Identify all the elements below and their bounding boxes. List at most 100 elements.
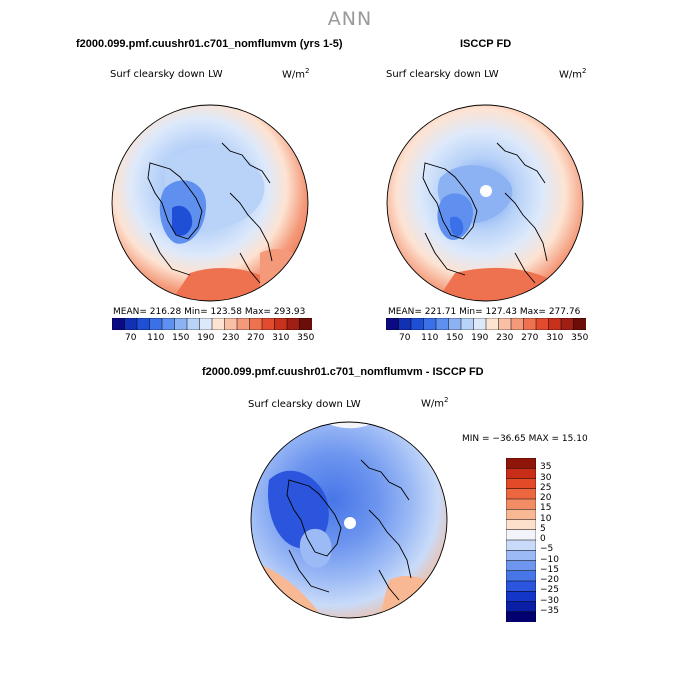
panel-2-colorbar-box bbox=[460, 318, 475, 330]
panel-2-colorbar-tick: 310 bbox=[546, 333, 564, 343]
panel-2-units: W/m2 bbox=[559, 67, 587, 81]
panel-1-coastlines bbox=[147, 142, 273, 284]
panel-1-colorbar-tick: 270 bbox=[247, 333, 265, 343]
panel-2-colorbar-box bbox=[510, 318, 525, 330]
panel-2-colorbar-box bbox=[573, 318, 586, 330]
panel-2-coastlines bbox=[422, 142, 548, 284]
panel-2-colorbar-box bbox=[560, 318, 575, 330]
panel-2-map bbox=[386, 104, 584, 302]
panel-3-colorbar-box bbox=[506, 529, 536, 541]
panel-2-colorbar-ticks: 70 110 150 190 230 270 310 350 bbox=[386, 333, 589, 345]
panel-1-map bbox=[111, 104, 309, 302]
panel-2-colorbar-box bbox=[398, 318, 412, 330]
panel-1-colorbar-box bbox=[249, 318, 263, 330]
panel-3-title: f2000.099.pmf.cuushr01.c701_nomflumvm - … bbox=[202, 366, 484, 378]
panel-3-boundary bbox=[250, 421, 448, 619]
panel-2-colorbar-box bbox=[423, 318, 437, 330]
panel-3-variable-label: Surf clearsky down LW bbox=[248, 399, 361, 410]
panel-2-colorbar-tick: 230 bbox=[496, 333, 514, 343]
panel-1-colorbar-box bbox=[274, 318, 288, 330]
panel-1-colorbar-ticks: 70 110 150 190 230 270 310 350 bbox=[112, 333, 315, 345]
panel-1-stats: MEAN= 216.28 Min= 123.58 Max= 293.93 bbox=[113, 307, 306, 317]
panel-1-colorbar-box bbox=[174, 318, 188, 330]
panel-3-colorbar-box bbox=[506, 560, 536, 572]
panel-2-colorbar-box bbox=[498, 318, 512, 330]
panel-1-colorbar-box bbox=[224, 318, 238, 330]
panel-2-colorbar-box bbox=[410, 318, 425, 330]
panel-3-colorbar-tick: −15 bbox=[540, 564, 559, 575]
panel-2-colorbar-box bbox=[435, 318, 450, 330]
panel-2-coldest-core bbox=[449, 216, 464, 237]
panel-1-colorbar-box bbox=[124, 318, 138, 330]
panel-3-colorbar-tick: −30 bbox=[540, 595, 559, 606]
panel-3-colorbar-tick: 10 bbox=[540, 513, 552, 524]
panel-3-colorbar-box bbox=[506, 570, 536, 582]
panel-1-colorbar-tick: 70 bbox=[125, 333, 137, 343]
panel-3-colorbar-box bbox=[506, 550, 536, 562]
panel-2-colorbar-box bbox=[485, 318, 500, 330]
panel-1-colorbar-box bbox=[136, 318, 151, 330]
panel-3-colorbar-box bbox=[506, 601, 536, 613]
panel-1-colorbar-tick: 110 bbox=[147, 333, 165, 343]
panel-2-stats: MEAN= 221.71 Min= 127.43 Max= 277.76 bbox=[388, 307, 581, 317]
panel-2-colorbar-box bbox=[473, 318, 487, 330]
panel-2-colorbar bbox=[386, 318, 586, 330]
panel-3-colorbar-box bbox=[506, 478, 536, 490]
panel-1-title: f2000.099.pmf.cuushr01.c701_nomflumvm (y… bbox=[76, 38, 343, 50]
panel-3-colorbar-tick: −5 bbox=[540, 544, 554, 555]
panel-3-missing-pole bbox=[344, 517, 356, 529]
panel-3-colorbar-tick: 5 bbox=[540, 523, 546, 534]
panel-2-colorbar-box bbox=[523, 318, 537, 330]
panel-2-colorbar-box bbox=[535, 318, 550, 330]
panel-3-colorbar-tick: 15 bbox=[540, 503, 552, 514]
panel-1-colorbar bbox=[112, 318, 312, 330]
panel-2-colorbar-tick: 270 bbox=[521, 333, 539, 343]
panel-1-colorbar-box bbox=[286, 318, 301, 330]
panel-2-colorbar-tick: 150 bbox=[446, 333, 464, 343]
panel-1-units: W/m2 bbox=[282, 67, 310, 81]
panel-2-colorbar-tick: 350 bbox=[571, 333, 589, 343]
panel-3-colorbar-box bbox=[506, 498, 536, 510]
figure-title: ANN bbox=[327, 8, 373, 30]
panel-3-colorbar-box bbox=[506, 580, 536, 592]
panel-3-colorbar-tick: 0 bbox=[540, 534, 546, 544]
panel-3-colorbar-box bbox=[506, 468, 536, 480]
panel-2-title: ISCCP FD bbox=[460, 38, 512, 50]
panel-3-colorbar-box bbox=[506, 539, 536, 551]
panel-3-coastlines bbox=[286, 459, 412, 601]
panel-1-colorbar-box bbox=[186, 318, 201, 330]
panel-1-colorbar-box bbox=[236, 318, 251, 330]
panel-3-colorbar-tick: −25 bbox=[540, 585, 559, 596]
panel-1-colorbar-tick: 350 bbox=[297, 333, 315, 343]
panel-2-colorbar-box bbox=[448, 318, 462, 330]
panel-3-colorbar-box bbox=[506, 519, 536, 531]
panel-3-colorbar-tick: −20 bbox=[540, 575, 559, 585]
panel-3-colorbar-tick: 20 bbox=[540, 493, 552, 503]
panel-2-colorbar-tick: 70 bbox=[399, 333, 411, 343]
panel-2-variable-label: Surf clearsky down LW bbox=[386, 69, 499, 80]
panel-1-colorbar-tick: 150 bbox=[172, 333, 190, 343]
panel-1-colorbar-box bbox=[261, 318, 276, 330]
panel-3-positive-southeast bbox=[379, 576, 447, 618]
panel-3-colorbar-tick: −10 bbox=[540, 554, 559, 565]
panel-3-colorbar-ticks: 35 30 25 20 15 10 5 0 −5 −10 −15 −20 −25 −30 −35 bbox=[540, 458, 580, 622]
panel-3-colorbar-tick: 35 bbox=[540, 462, 552, 473]
panel-3-colorbar-box bbox=[506, 611, 536, 622]
panel-1-variable-label: Surf clearsky down LW bbox=[110, 69, 223, 80]
panel-1-colorbar-box bbox=[199, 318, 213, 330]
panel-2-boundary bbox=[386, 104, 584, 302]
panel-2-colorbar-tick: 190 bbox=[471, 333, 489, 343]
panel-1-warm-southeast bbox=[260, 249, 308, 301]
panel-2-colorbar-box bbox=[548, 318, 562, 330]
panel-3-colorbar-tick: 25 bbox=[540, 482, 552, 493]
panel-3-map bbox=[250, 421, 448, 619]
panel-1-colorbar-tick: 310 bbox=[272, 333, 290, 343]
panel-1-colorbar-tick: 230 bbox=[222, 333, 240, 343]
panel-1-coldest-core bbox=[172, 205, 193, 236]
panel-3-colorbar-box bbox=[506, 488, 536, 500]
panel-3-colorbar-box bbox=[506, 458, 536, 469]
panel-1-colorbar-box bbox=[149, 318, 163, 330]
panel-2-colorbar-tick: 110 bbox=[421, 333, 439, 343]
panel-1-colorbar-box bbox=[112, 318, 126, 330]
panel-3-colorbar-box bbox=[506, 509, 536, 521]
